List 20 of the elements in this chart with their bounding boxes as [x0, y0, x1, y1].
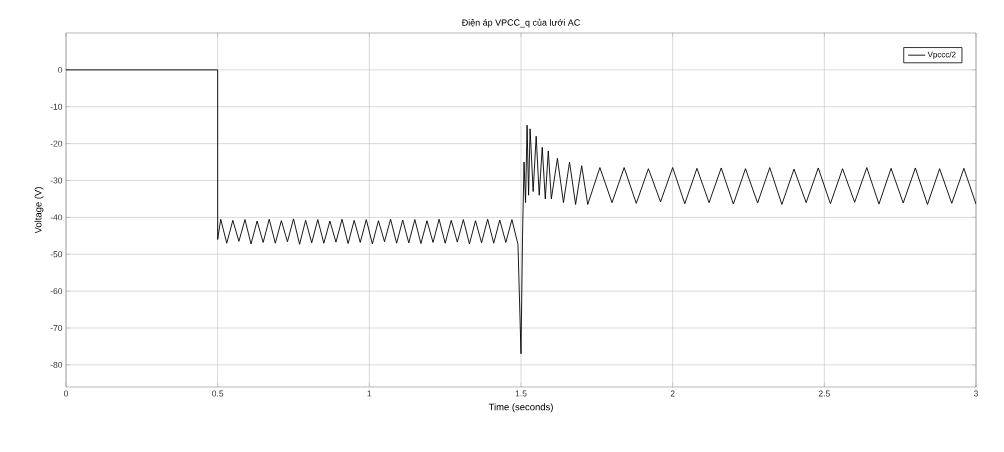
y-tick-label: -10	[50, 103, 63, 110]
line-series	[66, 69, 977, 355]
x-tick-label: 1.5	[515, 390, 527, 397]
x-tick-label: 0.5	[212, 390, 224, 397]
x-tick-label: 3	[973, 390, 978, 397]
y-axis-title: Voltage (V)	[34, 187, 44, 234]
y-tick-label: -70	[50, 325, 63, 331]
y-tick-label: -40	[50, 214, 63, 221]
y-tick-label: 0	[58, 66, 63, 73]
chart-title: Điện áp VPCC_q của lưới AC	[461, 18, 580, 28]
y-tick-label: -60	[50, 288, 63, 295]
y-tick-label: -20	[50, 140, 63, 147]
y-tick-label: -30	[50, 177, 63, 184]
x-tick-label: 2	[670, 390, 675, 397]
x-axis-title: Time (seconds)	[488, 403, 553, 413]
x-tick-label: 1	[367, 390, 372, 397]
y-tick-label: -50	[50, 251, 63, 258]
x-tick-label: 2.5	[818, 390, 830, 397]
y-tick-label: -80	[50, 361, 63, 368]
x-tick-label: 0	[63, 390, 69, 397]
